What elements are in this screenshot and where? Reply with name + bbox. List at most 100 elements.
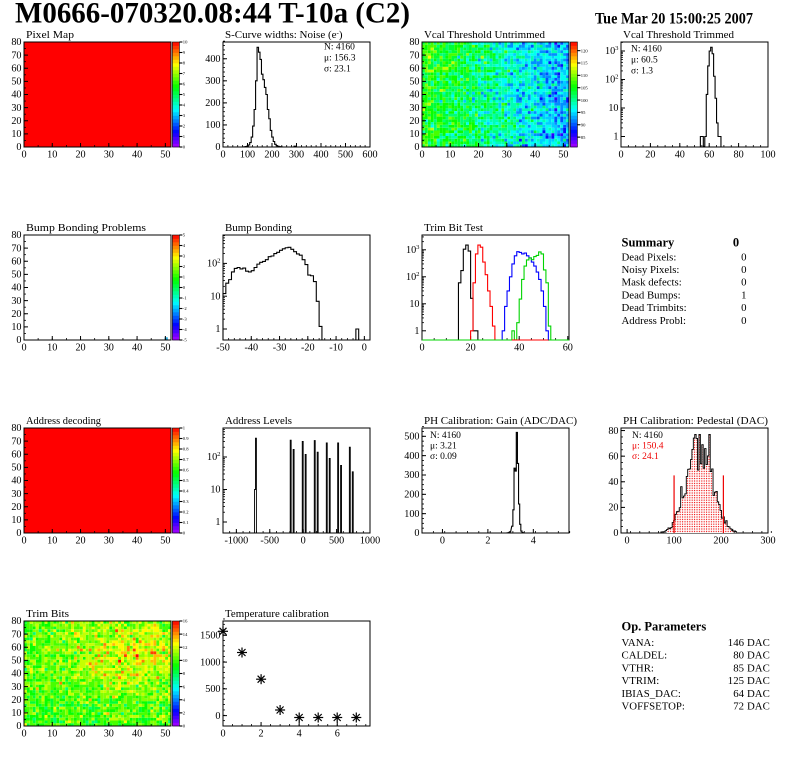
svg-text:30: 30 [104, 343, 114, 354]
svg-text:60: 60 [563, 343, 573, 354]
svg-text:50: 50 [11, 270, 21, 281]
svg-text:60: 60 [11, 449, 21, 460]
svg-text:200: 200 [205, 98, 220, 109]
svg-text:PH Calibration: Pedestal (DAC): PH Calibration: Pedestal (DAC) [623, 415, 768, 427]
svg-text:0: 0 [16, 528, 21, 539]
svg-text:20: 20 [11, 502, 21, 513]
svg-text:0: 0 [741, 302, 746, 314]
svg-text:1: 1 [613, 132, 618, 143]
svg-text:10: 10 [11, 322, 21, 333]
svg-text:10: 10 [409, 129, 419, 140]
svg-text:6: 6 [183, 684, 186, 689]
svg-text:50: 50 [160, 343, 170, 354]
svg-text:30: 30 [502, 150, 512, 161]
svg-text:60: 60 [11, 63, 21, 74]
svg-text:Address Levels: Address Levels [225, 415, 292, 427]
svg-text:0.6: 0.6 [183, 468, 189, 473]
svg-text:Bump Bonding: Bump Bonding [225, 222, 292, 234]
svg-text:100: 100 [404, 509, 419, 520]
svg-text:0.1: 0.1 [183, 520, 189, 525]
svg-text:20: 20 [11, 309, 21, 320]
svg-text:20: 20 [11, 695, 21, 706]
svg-text:80: 80 [11, 423, 21, 434]
svg-text:20: 20 [409, 116, 419, 127]
svg-text:0: 0 [220, 729, 225, 740]
svg-text:N: 4160: N: 4160 [430, 431, 461, 441]
svg-text:-1: -1 [183, 296, 188, 301]
svg-text:300: 300 [760, 536, 775, 547]
svg-text:0: 0 [414, 528, 419, 539]
svg-text:20: 20 [11, 116, 21, 127]
svg-text:200: 200 [404, 490, 419, 501]
svg-text:100: 100 [205, 120, 220, 131]
svg-text:100: 100 [760, 150, 775, 161]
svg-text:105: 105 [581, 85, 589, 90]
svg-text:Trim Bit Test: Trim Bit Test [424, 222, 483, 234]
svg-text:Pixel Map: Pixel Map [26, 29, 75, 41]
svg-text:8: 8 [183, 61, 186, 66]
svg-text:30: 30 [11, 103, 21, 114]
svg-text:10: 10 [183, 658, 188, 663]
svg-text:500: 500 [329, 536, 344, 547]
svg-text:μ: 150.4: μ: 150.4 [632, 442, 664, 452]
svg-text:200: 200 [713, 536, 728, 547]
svg-text:6: 6 [335, 729, 340, 740]
svg-text:DAC: DAC [747, 637, 770, 649]
svg-text:Vcal Threshold Untrimmed: Vcal Threshold Untrimmed [424, 29, 545, 41]
svg-text:20: 20 [466, 343, 476, 354]
svg-text:0: 0 [741, 315, 746, 327]
svg-text:Trim Bits: Trim Bits [26, 608, 69, 620]
svg-text:40: 40 [11, 669, 21, 680]
svg-text:2: 2 [183, 264, 186, 269]
svg-text:0: 0 [183, 285, 186, 290]
svg-text:PH Calibration: Gain (ADC/DAC): PH Calibration: Gain (ADC/DAC) [424, 415, 577, 427]
svg-text:1000: 1000 [360, 536, 380, 547]
svg-text:Temperature calibration: Temperature calibration [225, 608, 329, 620]
svg-text:-4: -4 [183, 327, 188, 332]
svg-text:0: 0 [741, 251, 746, 263]
svg-text:10: 10 [183, 40, 188, 45]
svg-text:50: 50 [409, 77, 419, 88]
svg-text:95: 95 [581, 110, 586, 115]
svg-text:3: 3 [183, 254, 186, 259]
svg-text:102: 102 [207, 258, 221, 270]
svg-text:0.9: 0.9 [183, 436, 189, 441]
svg-text:IBIAS_DAC:: IBIAS_DAC: [622, 688, 681, 700]
svg-text:10: 10 [11, 129, 21, 140]
svg-text:6: 6 [183, 82, 186, 87]
svg-text:Dead Bumps:: Dead Bumps: [622, 289, 681, 301]
svg-text:8: 8 [183, 671, 186, 676]
svg-text:500: 500 [404, 432, 419, 443]
svg-text:50: 50 [160, 729, 170, 740]
svg-text:0: 0 [215, 711, 220, 722]
svg-text:100: 100 [581, 98, 589, 103]
svg-text:μ: 3.21: μ: 3.21 [430, 442, 457, 452]
svg-text:0: 0 [16, 142, 21, 153]
svg-text:500: 500 [205, 684, 220, 695]
svg-text:60: 60 [11, 256, 21, 267]
svg-text:1: 1 [183, 275, 186, 280]
svg-text:146: 146 [728, 637, 745, 649]
svg-text:DAC: DAC [747, 662, 770, 674]
svg-text:-1000: -1000 [224, 536, 248, 547]
svg-text:Vcal Threshold Trimmed: Vcal Threshold Trimmed [623, 29, 734, 41]
svg-text:DAC: DAC [747, 688, 770, 700]
svg-text:0: 0 [183, 145, 186, 150]
svg-text:Noisy Pixels:: Noisy Pixels: [622, 264, 680, 276]
svg-text:70: 70 [11, 629, 21, 640]
svg-text:200: 200 [264, 150, 279, 161]
svg-text:300: 300 [205, 76, 220, 87]
svg-text:VTRIM:: VTRIM: [622, 675, 660, 687]
svg-text:115: 115 [581, 61, 588, 66]
svg-text:20: 20 [75, 536, 85, 547]
svg-text:Mask defects:: Mask defects: [622, 277, 682, 289]
svg-text:Dead Pixels:: Dead Pixels: [622, 251, 677, 263]
svg-text:30: 30 [11, 296, 21, 307]
svg-text:1500: 1500 [200, 631, 220, 642]
svg-text:2: 2 [183, 711, 186, 716]
svg-text:50: 50 [558, 150, 568, 161]
svg-text:0: 0 [362, 343, 367, 354]
svg-text:20: 20 [75, 343, 85, 354]
svg-text:2: 2 [259, 729, 264, 740]
svg-text:1: 1 [414, 326, 419, 337]
